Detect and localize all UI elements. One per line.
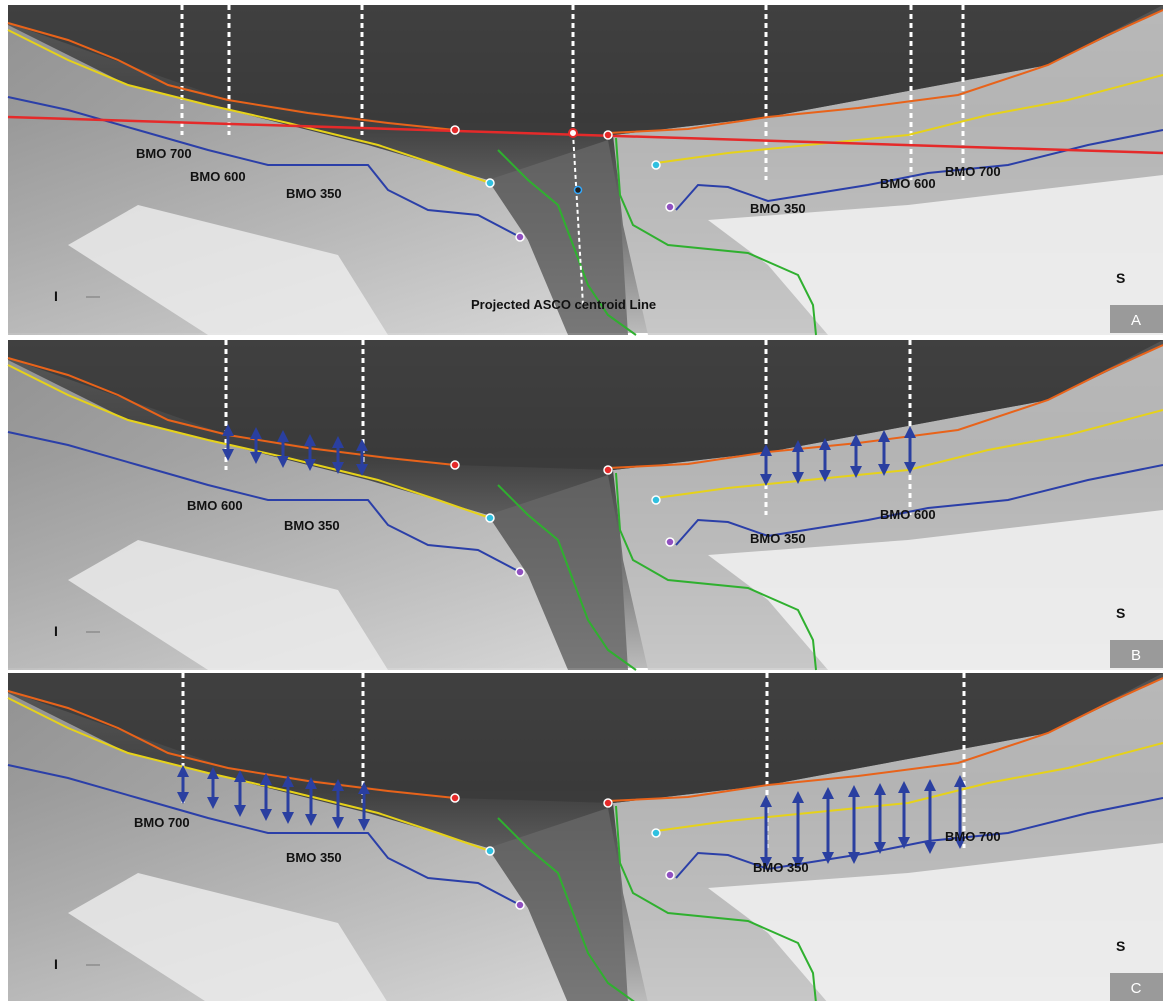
landmark-point	[486, 847, 494, 855]
panel-label: C	[1131, 980, 1142, 997]
landmark-point	[451, 461, 459, 469]
annotation: BMO 350	[286, 186, 342, 201]
landmark-point	[666, 538, 674, 546]
landmark-point	[652, 496, 660, 504]
landmark-point	[516, 568, 524, 576]
panel-label: A	[1131, 312, 1141, 329]
annotation: BMO 600	[880, 507, 936, 522]
superior-label: S	[1116, 270, 1125, 286]
annotation: BMO 600	[187, 498, 243, 513]
annotation: BMO 600	[880, 176, 936, 191]
landmark-point	[604, 131, 612, 139]
oct-panel: BMO 600 BMO 350 BMO 350 BMO 600 I S B	[8, 340, 1163, 670]
superior-label: S	[1116, 605, 1125, 621]
bmo-point	[569, 129, 577, 137]
figure: BMO 700 BMO 600 BMO 350 BMO 350 BMO 600 BMO 7…	[0, 0, 1163, 1001]
landmark-point	[652, 161, 660, 169]
annotation: BMO 350	[750, 201, 806, 216]
annotation: BMO 700	[134, 815, 190, 830]
superior-label: S	[1116, 938, 1125, 954]
centroid-point	[575, 187, 582, 194]
landmark-point	[451, 794, 459, 802]
landmark-point	[604, 466, 612, 474]
annotation: BMO 600	[190, 169, 246, 184]
annotation: BMO 350	[286, 850, 342, 865]
annotation: BMO 700	[945, 829, 1001, 844]
oct-panel: BMO 700 BMO 600 BMO 350 BMO 350 BMO 600 BMO 7…	[8, 5, 1163, 335]
landmark-point	[486, 179, 494, 187]
annotation: Projected ASCO centroid Line	[471, 297, 656, 312]
landmark-point	[516, 901, 524, 909]
annotation: BMO 350	[753, 860, 809, 875]
landmark-point	[604, 799, 612, 807]
landmark-point	[486, 514, 494, 522]
landmark-point	[451, 126, 459, 134]
oct-panel: BMO 700 BMO 350 BMO 350 BMO 700 I S C	[8, 673, 1163, 1001]
annotation: BMO 700	[136, 146, 192, 161]
annotation: BMO 700	[945, 164, 1001, 179]
panel-label: B	[1131, 647, 1141, 664]
inferior-label: I	[54, 623, 58, 639]
annotation: BMO 350	[750, 531, 806, 546]
landmark-point	[666, 203, 674, 211]
landmark-point	[652, 829, 660, 837]
landmark-point	[516, 233, 524, 241]
landmark-point	[666, 871, 674, 879]
inferior-label: I	[54, 956, 58, 972]
annotation: BMO 350	[284, 518, 340, 533]
inferior-label: I	[54, 288, 58, 304]
